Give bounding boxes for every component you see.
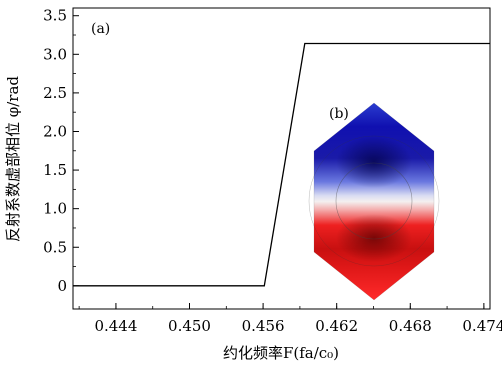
y-tick-label: 1.0 [43, 200, 67, 218]
y-tick-label: 3.0 [43, 45, 67, 63]
inset-field-map [308, 102, 440, 301]
y-tick-label: 0 [57, 277, 67, 295]
x-tick-label: 0.474 [462, 317, 502, 335]
plot-frame [72, 7, 491, 310]
y-tick-label: 1.5 [43, 161, 67, 179]
y-tick-label: 2.0 [43, 122, 67, 140]
x-tick-label: 0.462 [315, 317, 358, 335]
y-axis-ticks: 0 0.5 1.0 1.5 2.0 2.5 3.0 3.5 [43, 7, 79, 295]
x-tick-label: 0.456 [242, 317, 285, 335]
x-tick-label: 0.444 [94, 317, 137, 335]
x-tick-label: 0.450 [168, 317, 211, 335]
inset-inner-circle [335, 162, 413, 240]
y-axis-label: 反射系数虚部相位 φ/rad [4, 76, 22, 242]
x-tick-label: 0.468 [389, 317, 432, 335]
inset-b-label: (b) [329, 106, 349, 122]
x-axis-label: 约化频率F(fa/c₀) [223, 344, 339, 362]
y-tick-label: 3.5 [43, 7, 67, 25]
y-tick-label: 0.5 [43, 238, 67, 256]
phase-series-line [73, 42, 490, 287]
panel-a-label: (a) [91, 21, 110, 37]
inset-rod-outline [308, 135, 440, 267]
y-tick-label: 2.5 [43, 84, 67, 102]
x-axis-ticks: 0.444 0.450 0.456 0.462 0.468 0.474 [78, 303, 502, 335]
